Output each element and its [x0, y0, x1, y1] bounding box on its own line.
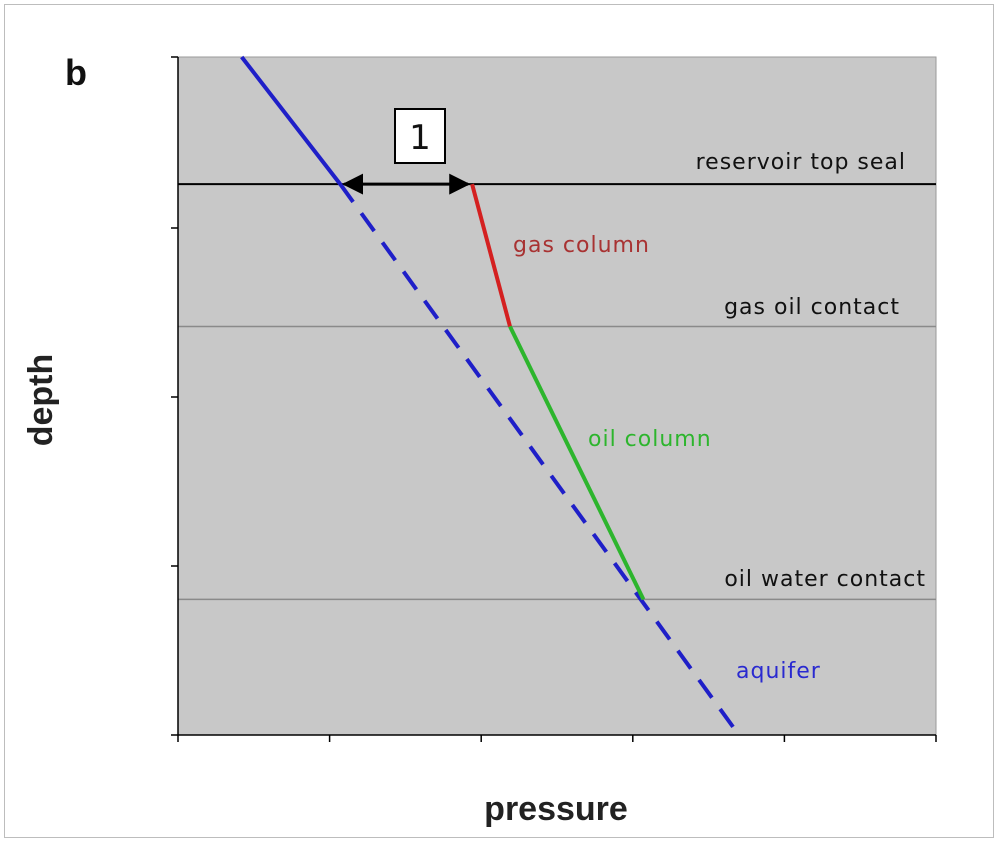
series-line-water-gradient-ext: [338, 182, 741, 737]
contacts-layer: [178, 183, 936, 601]
series-line-gas-column: [470, 183, 512, 328]
y-axis-title: depth: [22, 354, 60, 447]
series-line-oil-column: [508, 325, 646, 601]
series-layer: [240, 55, 741, 737]
contact-label: reservoir top seal: [696, 150, 906, 175]
series-line-water-gradient: [240, 55, 342, 186]
offset-box: [394, 108, 446, 164]
contact-label: gas oil contact: [724, 295, 900, 320]
panel-label: b: [65, 52, 87, 93]
labels-layer: reservoir top seal gas oil contact oil wat…: [513, 150, 926, 684]
offset-label: 1: [409, 118, 431, 158]
offset-annotation: 1: [342, 108, 471, 195]
zone-label: aquifer: [736, 659, 821, 684]
axes-layer: [171, 56, 937, 742]
plot-area: [177, 56, 937, 736]
contact-label: oil water contact: [724, 567, 926, 592]
zone-label: gas column: [513, 233, 650, 258]
x-axis-title: pressure: [484, 790, 628, 828]
zone-label: oil column: [588, 427, 712, 452]
